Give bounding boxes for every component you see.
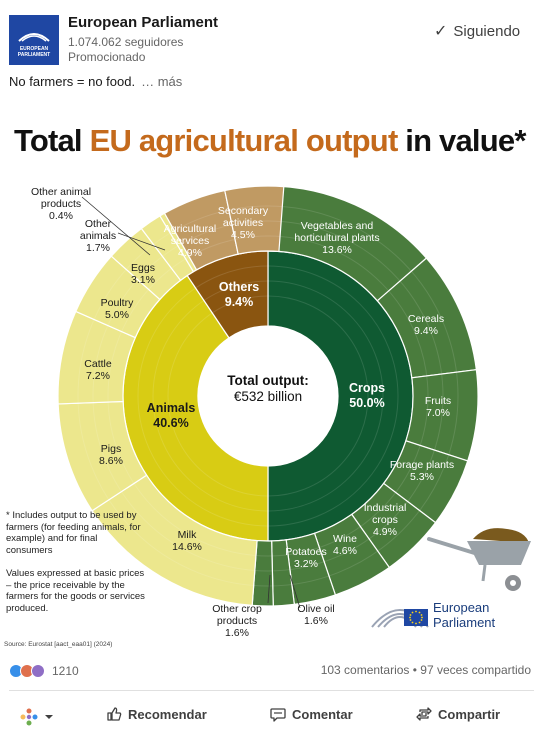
outer-segment-other-1: [224, 185, 285, 255]
label-olive-oil: Olive oil 1.6%: [297, 603, 335, 627]
reaction-picker-button[interactable]: [20, 708, 54, 726]
eu-parliament-logo-icon: EUROPEAN PARLIAMENT: [9, 15, 59, 65]
post-body: No farmers = no food.: [9, 74, 136, 89]
svg-text:PARLIAMENT: PARLIAMENT: [18, 52, 50, 58]
insightful-reaction-icon: [31, 664, 45, 678]
share-label: Compartir: [438, 706, 501, 722]
texture-ring: [77, 205, 459, 587]
label-milk: Milk 14.6%: [172, 529, 202, 553]
label-secondary: Secondary activities 4.5%: [217, 205, 269, 241]
label-other-crops: Other crop products 1.6%: [212, 603, 262, 639]
label-wine: Wine 4.6%: [333, 533, 357, 557]
author-name[interactable]: European Parliament: [68, 14, 219, 31]
share-button[interactable]: Compartir: [416, 706, 500, 722]
thumbs-up-icon: [107, 707, 122, 721]
label-cereals: Cereals 9.4%: [407, 313, 445, 337]
wheelbarrow-icon: [427, 528, 531, 591]
title-part-3: in value*: [397, 123, 526, 158]
infographic-title: Total EU agricultural output in value*: [14, 123, 526, 159]
label-vegetables: Vegetables and horticultural plants 13.6%: [294, 220, 380, 256]
label-others: Others 9.4%: [218, 280, 260, 309]
leader-line-1: [117, 232, 166, 251]
label-cattle: Cattle 7.2%: [84, 358, 112, 382]
post-header: EUROPEAN PARLIAMENT European Parliament …: [0, 0, 543, 70]
chevron-down-icon: [45, 715, 53, 719]
recommend-label: Recomendar: [128, 706, 207, 722]
source-note: Source: Eurostat [aact_eaa01] (2024): [4, 641, 113, 648]
label-eggs: Eggs 3.1%: [131, 262, 155, 286]
logo-line-1: European: [433, 600, 490, 615]
infographic-image[interactable]: Total EU agricultural output in value* C…: [0, 105, 543, 653]
leader-line-3: [267, 574, 271, 604]
recommend-button[interactable]: Recomendar: [106, 706, 207, 722]
reactions-summary[interactable]: 1210: [9, 662, 79, 680]
label-forage: Forage plants 5.3%: [389, 459, 455, 483]
comment-label: Comentar: [292, 706, 353, 722]
reaction-flower-icon: [20, 708, 38, 726]
see-more-link[interactable]: … más: [141, 74, 183, 89]
post-text: No farmers = no food. … más: [9, 74, 182, 89]
footnote-basic-prices: Values expressed at basic prices – the p…: [6, 568, 145, 614]
label-other-animals: Other animals 1.7%: [79, 218, 117, 254]
eu-parliament-logo-icon: [371, 609, 429, 628]
eu-parliament-logo-text: European Parliament: [433, 600, 495, 630]
donut-chart: [57, 185, 479, 609]
texture-ring: [152, 280, 384, 512]
center-total: Total output: €532 billion: [227, 373, 308, 405]
following-button[interactable]: ✓ Siguiendo: [434, 21, 520, 41]
reactions-count: 1210: [52, 664, 79, 678]
center-title: Total output:: [227, 373, 309, 388]
post-actions: Recomendar Comentar Compartir: [0, 700, 543, 732]
texture-ring: [107, 235, 429, 557]
promoted-label: Promocionado: [68, 50, 146, 64]
donut-center: [198, 326, 338, 466]
logo-line-2: Parliament: [433, 615, 496, 630]
comment-icon: [270, 708, 286, 722]
leader-line-2: [289, 574, 301, 609]
title-part-1: Total: [14, 123, 90, 158]
follower-count: 1.074.062 seguidores: [68, 35, 184, 49]
texture-ring: [92, 220, 444, 572]
svg-text:EUROPEAN: EUROPEAN: [20, 46, 49, 52]
texture-ring: [137, 265, 399, 527]
repost-icon: [416, 707, 432, 721]
label-agri-services: Agricultural services 4.9%: [163, 223, 217, 259]
label-poultry: Poultry 5.0%: [100, 297, 134, 321]
label-animals: Animals 40.6%: [146, 401, 196, 430]
checkmark-icon: ✓: [434, 23, 448, 40]
footnote-includes: * Includes output to be used by farmers …: [6, 510, 141, 556]
label-pigs: Pigs 8.6%: [99, 443, 123, 467]
company-logo[interactable]: EUROPEAN PARLIAMENT: [9, 15, 59, 65]
title-part-2: EU agricultural output: [89, 123, 399, 158]
label-crops: Crops 50.0%: [348, 381, 386, 410]
texture-ring: [167, 295, 369, 497]
comments-shares-count[interactable]: 103 comentarios • 97 veces compartido: [320, 663, 531, 677]
label-potatoes: Potatoes 3.2%: [285, 546, 327, 570]
divider: [9, 690, 534, 691]
comment-button[interactable]: Comentar: [270, 706, 353, 722]
label-industrial: Industrial crops 4.9%: [363, 502, 407, 538]
label-fruits: Fruits 7.0%: [424, 395, 452, 419]
label-other-animal-products: Other animal products 0.4%: [30, 186, 92, 222]
following-label: Siguiendo: [453, 22, 521, 40]
leader-line-0: [81, 196, 151, 256]
center-value: €532 billion: [233, 389, 303, 404]
